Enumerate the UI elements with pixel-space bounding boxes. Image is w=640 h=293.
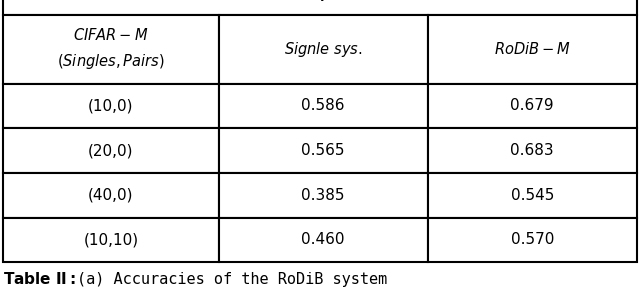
Text: (10,10): (10,10) <box>83 232 138 247</box>
Bar <box>428 128 637 173</box>
Bar <box>428 84 637 128</box>
Text: 0.683: 0.683 <box>511 143 554 158</box>
Text: 0.385: 0.385 <box>301 188 345 203</box>
Bar <box>3 84 219 128</box>
Text: (10,0): (10,0) <box>88 98 134 113</box>
Text: 0.570: 0.570 <box>511 232 554 247</box>
Text: $\mathit{RoDiB}-\mathit{M}$: $\mathit{RoDiB}-\mathit{M}$ <box>494 41 571 57</box>
Text: (40,0): (40,0) <box>88 188 134 203</box>
Text: 0.679: 0.679 <box>511 98 554 113</box>
Bar <box>219 15 428 84</box>
Text: 0.460: 0.460 <box>301 232 345 247</box>
Text: (20,0): (20,0) <box>88 143 134 158</box>
Bar <box>3 217 219 262</box>
Bar <box>428 15 637 84</box>
Bar <box>219 173 428 217</box>
Bar <box>219 217 428 262</box>
Text: $\mathbf{VGG\!-\!6,}\ \mathit{d}\ \mathbf{=\ 2}$: $\mathbf{VGG\!-\!6,}\ \mathit{d}\ \mathb… <box>241 0 399 3</box>
Text: 0.565: 0.565 <box>301 143 345 158</box>
Text: $\mathit{CIFAR}-\mathit{M}$
$(\mathit{Singles},\mathit{Pairs})$: $\mathit{CIFAR}-\mathit{M}$ $(\mathit{Si… <box>57 27 164 71</box>
Text: $\mathit{Signle\ sys.}$: $\mathit{Signle\ sys.}$ <box>284 40 362 59</box>
Bar <box>3 15 219 84</box>
Bar <box>219 84 428 128</box>
Bar <box>428 217 637 262</box>
Text: (a) Accuracies of the RoDiB system: (a) Accuracies of the RoDiB system <box>77 272 387 287</box>
Text: 0.545: 0.545 <box>511 188 554 203</box>
Text: 0.586: 0.586 <box>301 98 345 113</box>
Bar <box>3 0 637 15</box>
Bar <box>428 173 637 217</box>
Bar <box>3 173 219 217</box>
Text: $\mathbf{Table\ II:}$: $\mathbf{Table\ II:}$ <box>3 271 76 287</box>
Bar <box>219 128 428 173</box>
Bar <box>3 128 219 173</box>
